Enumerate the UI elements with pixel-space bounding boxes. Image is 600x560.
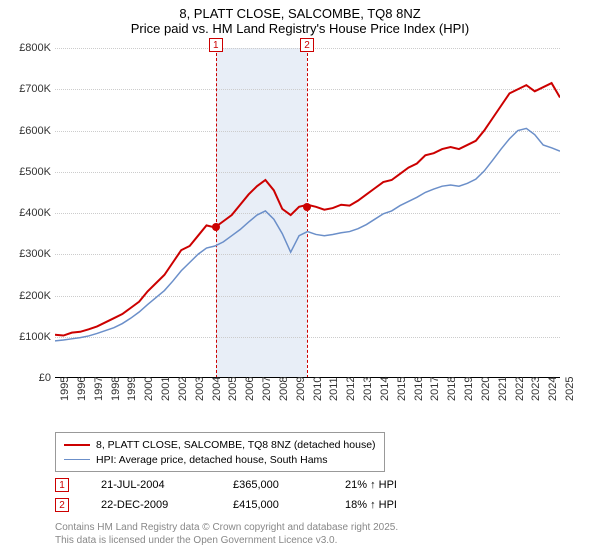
x-tick-label: 2022 [514, 377, 526, 401]
x-tick-label: 2006 [244, 377, 256, 401]
x-tick-label: 2004 [211, 377, 223, 401]
x-tick-label: 2008 [278, 377, 290, 401]
x-tick-label: 1999 [126, 377, 138, 401]
x-tick-label: 2013 [362, 377, 374, 401]
chart-area: £0 £100K £200K £300K £400K £500K £600K £700K £80… [5, 38, 565, 423]
tx-badge: 1 [55, 478, 69, 492]
x-tick-label: 2023 [530, 377, 542, 401]
chart-subtitle: Price paid vs. HM Land Registry's House … [10, 21, 590, 36]
legend-item: 8, PLATT CLOSE, SALCOMBE, TQ8 8NZ (detac… [64, 437, 376, 452]
x-tick-label: 2015 [396, 377, 408, 401]
chart-title: 8, PLATT CLOSE, SALCOMBE, TQ8 8NZ [10, 6, 590, 21]
legend-label: HPI: Average price, detached house, Sout… [96, 454, 328, 466]
plot-frame [55, 48, 560, 378]
y-tick-label: £700K [5, 83, 51, 95]
x-tick-label: 2021 [497, 377, 509, 401]
x-tick-label: 2020 [480, 377, 492, 401]
y-tick-label: £100K [5, 331, 51, 343]
y-tick-label: £400K [5, 207, 51, 219]
transactions-table: 1 21-JUL-2004 £365,000 21% ↑ HPI 2 22-DE… [55, 475, 445, 515]
x-tick-label: 2018 [446, 377, 458, 401]
x-tick-label: 2010 [312, 377, 324, 401]
x-tick-label: 2003 [194, 377, 206, 401]
x-tick-label: 2012 [345, 377, 357, 401]
footer: Contains HM Land Registry data © Crown c… [55, 522, 398, 547]
y-tick-label: £300K [5, 248, 51, 260]
x-tick-label: 2014 [379, 377, 391, 401]
legend-swatch [64, 459, 90, 460]
x-tick-label: 2019 [463, 377, 475, 401]
x-tick-label: 1995 [59, 377, 71, 401]
y-tick-label: £600K [5, 125, 51, 137]
tx-badge: 2 [55, 498, 69, 512]
chart-header: 8, PLATT CLOSE, SALCOMBE, TQ8 8NZ Price … [0, 0, 600, 38]
x-tick-label: 1997 [93, 377, 105, 401]
x-tick-label: 2017 [429, 377, 441, 401]
legend-label: 8, PLATT CLOSE, SALCOMBE, TQ8 8NZ (detac… [96, 439, 376, 451]
footer-line: Contains HM Land Registry data © Crown c… [55, 522, 398, 535]
x-tick-label: 2002 [177, 377, 189, 401]
x-tick-label: 1996 [76, 377, 88, 401]
legend: 8, PLATT CLOSE, SALCOMBE, TQ8 8NZ (detac… [55, 432, 385, 472]
legend-swatch [64, 444, 90, 446]
tx-price: £365,000 [233, 479, 313, 491]
x-tick-label: 2000 [143, 377, 155, 401]
x-tick-label: 2007 [261, 377, 273, 401]
tx-pct: 18% ↑ HPI [345, 499, 445, 511]
y-tick-label: £800K [5, 42, 51, 54]
footer-line: This data is licensed under the Open Gov… [55, 535, 398, 548]
table-row: 1 21-JUL-2004 £365,000 21% ↑ HPI [55, 475, 445, 495]
y-tick-label: £500K [5, 166, 51, 178]
table-row: 2 22-DEC-2009 £415,000 18% ↑ HPI [55, 495, 445, 515]
x-tick-label: 2011 [328, 377, 340, 401]
legend-item: HPI: Average price, detached house, Sout… [64, 452, 376, 467]
tx-date: 22-DEC-2009 [101, 499, 201, 511]
x-tick-label: 2009 [295, 377, 307, 401]
tx-price: £415,000 [233, 499, 313, 511]
tx-date: 21-JUL-2004 [101, 479, 201, 491]
x-tick-label: 2001 [160, 377, 172, 401]
y-tick-label: £0 [5, 372, 51, 384]
x-tick-label: 2025 [564, 377, 576, 401]
y-tick-label: £200K [5, 290, 51, 302]
tx-pct: 21% ↑ HPI [345, 479, 445, 491]
x-tick-label: 2024 [547, 377, 559, 401]
x-tick-label: 2016 [413, 377, 425, 401]
x-tick-label: 2005 [227, 377, 239, 401]
x-tick-label: 1998 [110, 377, 122, 401]
